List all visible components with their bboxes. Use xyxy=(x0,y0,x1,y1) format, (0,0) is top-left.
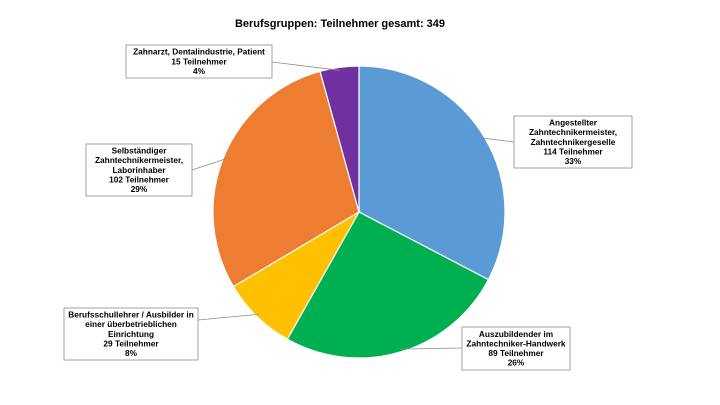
pie-slice-3 xyxy=(212,70,360,288)
slice-label-line: Berufsschullehrer / Ausbilder in xyxy=(68,310,194,320)
leader-line-4 xyxy=(271,61,340,71)
slice-label-box xyxy=(513,115,633,169)
slice-label-line: 33% xyxy=(565,156,582,166)
slice-label-0: AngestellterZahntechnikermeister,Zahntec… xyxy=(513,115,633,169)
slice-label-box xyxy=(125,44,273,79)
slice-label-line: Zahnarzt, Dentalindustrie, Patient xyxy=(133,47,265,57)
leader-line-1 xyxy=(399,347,463,350)
pie-slice-4 xyxy=(319,65,360,213)
slice-label-box xyxy=(63,307,199,361)
slice-label-box xyxy=(461,326,571,371)
slice-label-line: 4% xyxy=(193,66,206,76)
slice-label-line: Laborinhaber xyxy=(112,165,166,175)
slice-label-line: Auszubildender im xyxy=(479,329,553,339)
slice-label-line: einer überbetrieblichen xyxy=(85,319,177,329)
slice-label-line: Zahntechnikergeselle xyxy=(531,137,616,147)
leader-line-3 xyxy=(191,158,227,171)
slice-label-line: 15 Teilnehmer xyxy=(171,56,227,66)
slice-label-line: 114 Teilnehmer xyxy=(543,146,603,156)
pie-slices xyxy=(212,65,506,359)
slice-label-3: SelbständigerZahntechnikermeister,Labori… xyxy=(85,143,193,197)
slice-label-line: Zahntechnikermeister, xyxy=(529,127,617,137)
leader-line-2 xyxy=(197,313,260,321)
slice-label-line: Zahntechniker-Handwerk xyxy=(466,339,566,349)
leader-line-0 xyxy=(481,137,515,143)
slice-label-line: 29 Teilnehmer xyxy=(103,338,159,348)
label-leader-lines xyxy=(191,61,515,350)
slice-label-box xyxy=(85,143,193,197)
slice-label-line: 29% xyxy=(131,184,148,194)
pie-slice-1 xyxy=(286,211,490,359)
slice-labels: AngestellterZahntechnikermeister,Zahntec… xyxy=(63,44,633,371)
slice-label-line: 102 Teilnehmer xyxy=(109,174,170,184)
slice-label-line: Angestellter xyxy=(549,118,598,128)
slice-label-1: Auszubildender imZahntechniker-Handwerk8… xyxy=(461,326,571,371)
pie-slice-0 xyxy=(358,65,506,281)
slice-label-line: 8% xyxy=(125,348,138,358)
slice-label-line: 89 Teilnehmer xyxy=(488,348,544,358)
chart-title: Berufsgruppen: Teilnehmer gesamt: 349 xyxy=(235,18,445,30)
slice-label-line: Einrichtung xyxy=(108,329,154,339)
slice-label-line: Zahntechnikermeister, xyxy=(95,155,183,165)
slice-label-line: 26% xyxy=(508,358,525,368)
slice-label-line: Selbständiger xyxy=(112,146,168,156)
